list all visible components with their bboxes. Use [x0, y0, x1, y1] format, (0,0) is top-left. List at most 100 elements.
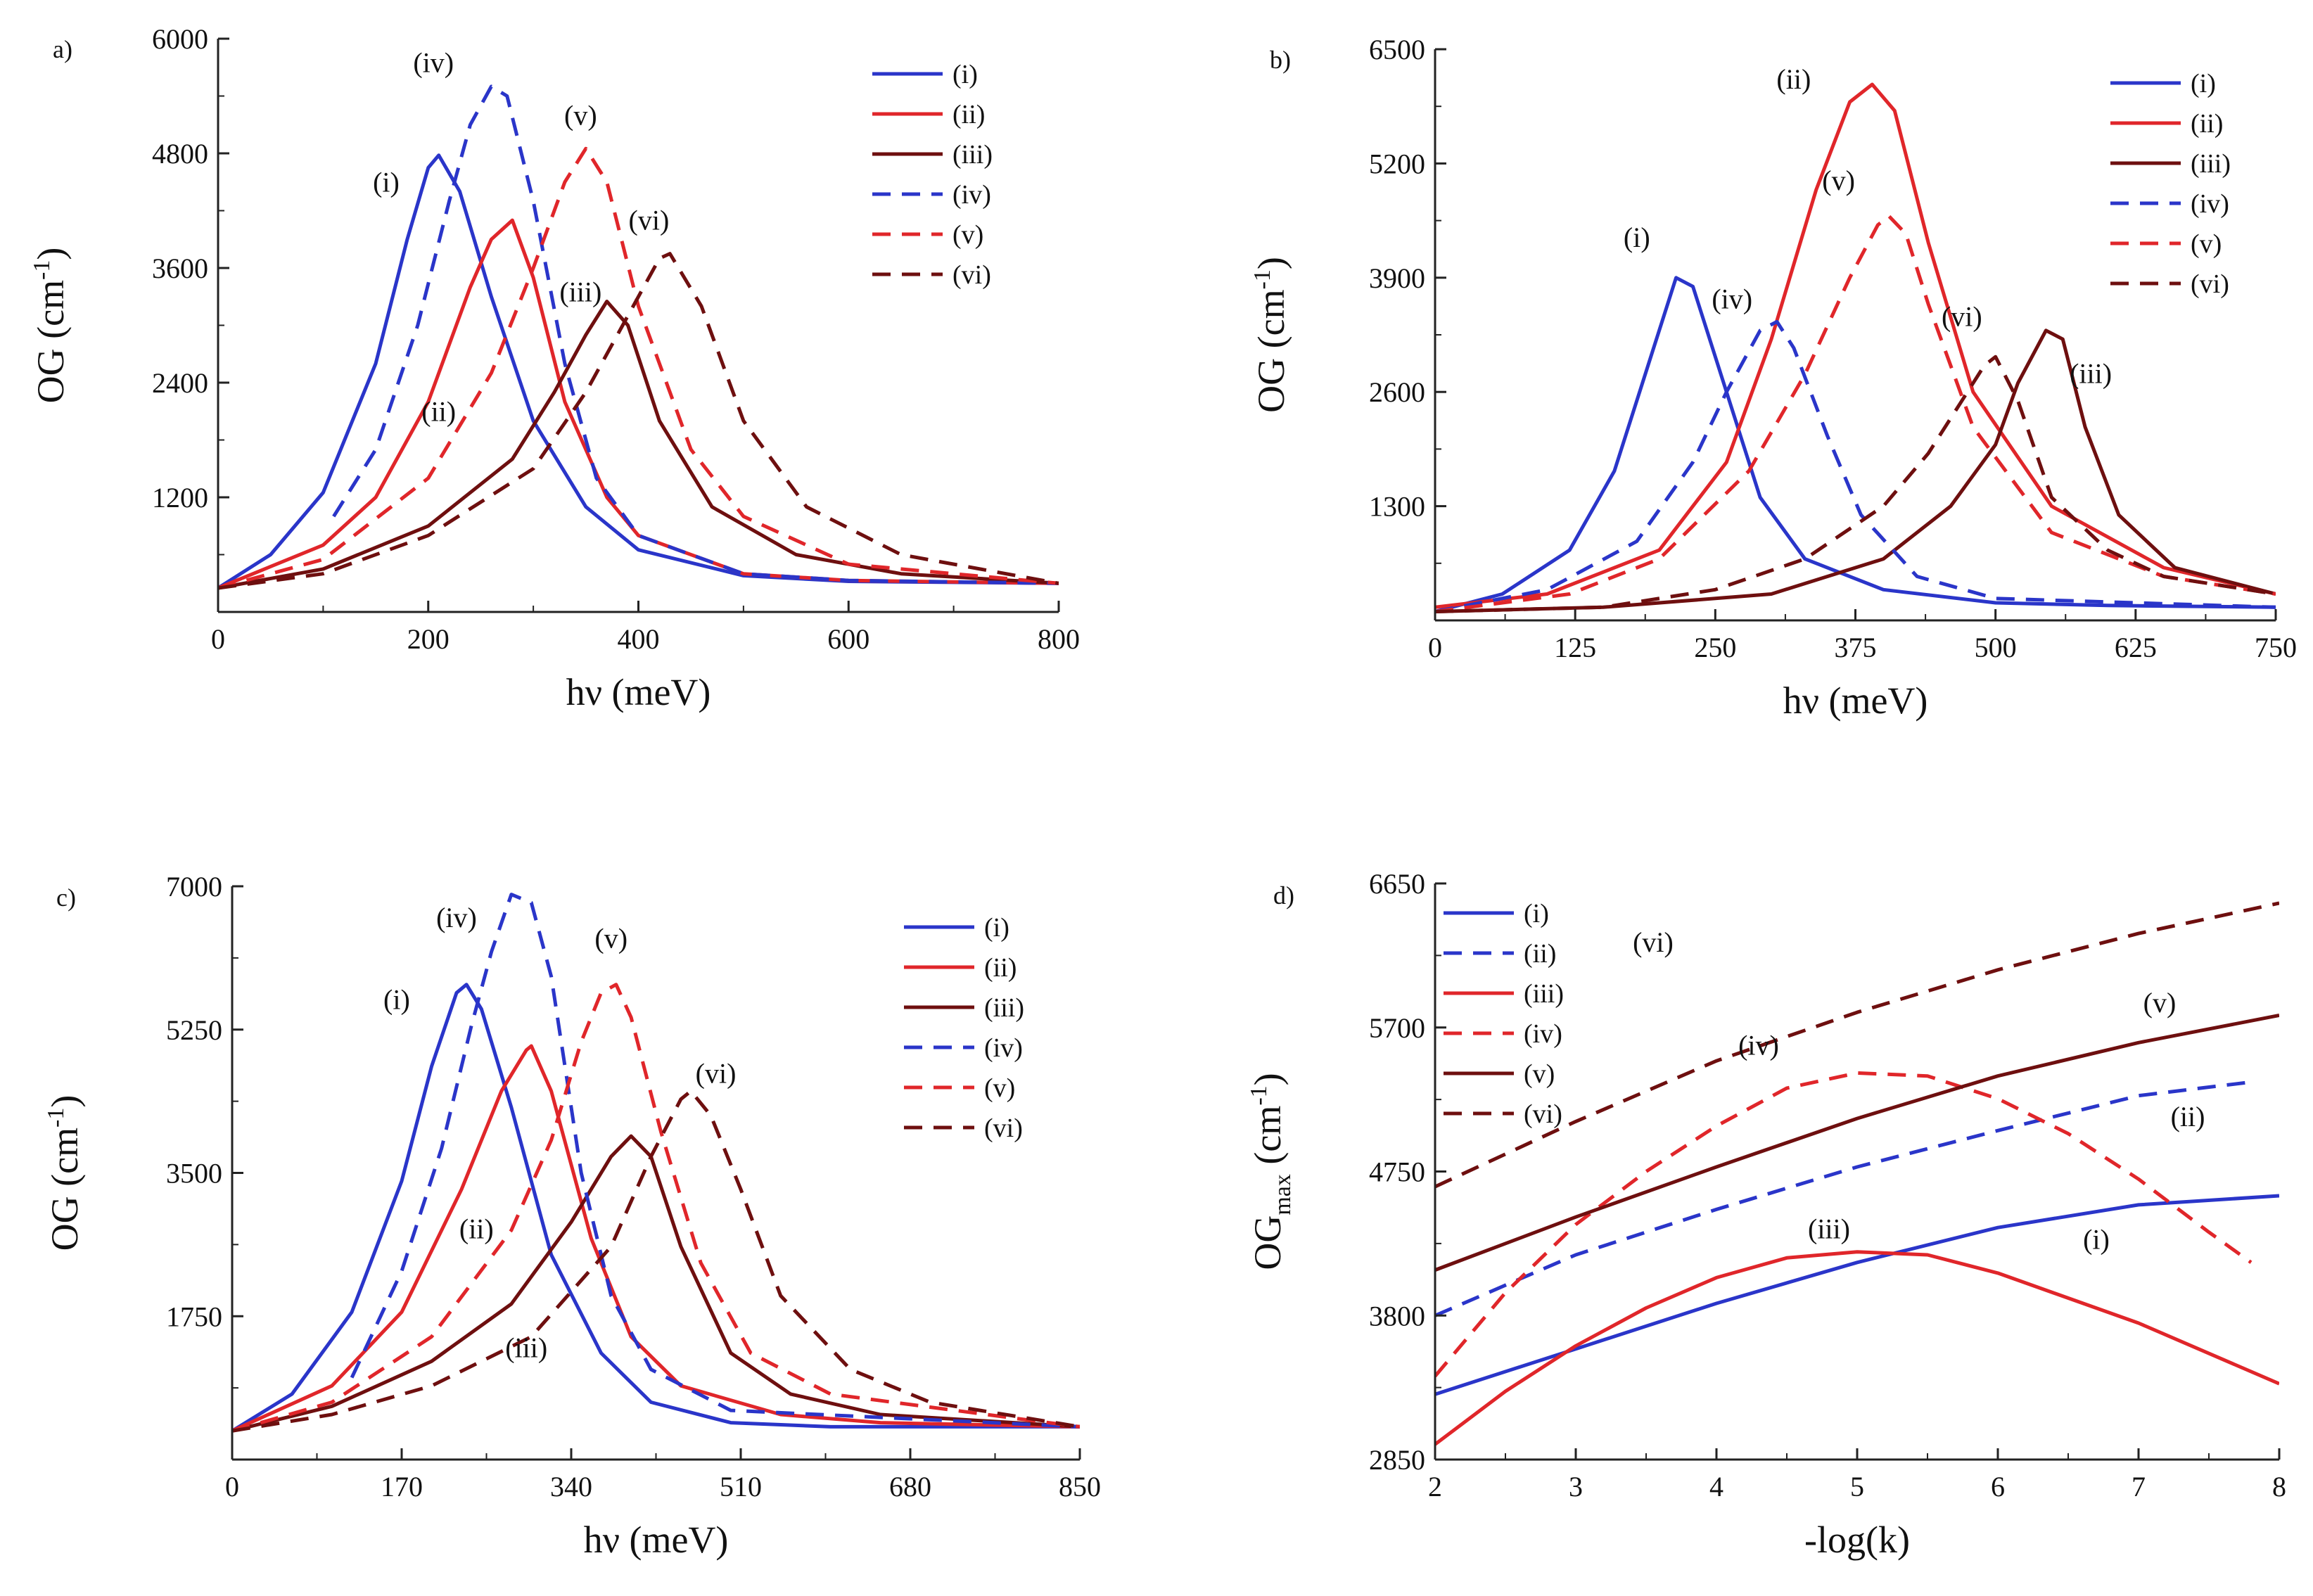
x-tick-label: 3 — [1569, 1471, 1583, 1502]
series-line-6 — [1435, 355, 2276, 613]
curve-annotation: (iii) — [1808, 1213, 1850, 1244]
legend-label: (iii) — [1524, 979, 1564, 1009]
x-tick-label: 600 — [827, 623, 869, 655]
x-tick-label: 510 — [720, 1471, 762, 1502]
y-tick-label: 3900 — [1369, 262, 1425, 294]
x-tick-label: 800 — [1038, 623, 1080, 655]
curve-annotation: (ii) — [421, 395, 456, 427]
x-tick-label: 125 — [1554, 632, 1596, 663]
y-tick-label: 5200 — [1369, 148, 1425, 179]
series-line-1 — [1435, 276, 2276, 613]
y-tick-label: 1750 — [166, 1301, 222, 1332]
y-tick-label: 2600 — [1369, 376, 1425, 408]
chart-panel-1: a) 1200 2400 3600 4800 6000 0 200 400 600 800 hν (m… — [29, 23, 1080, 713]
series-line-2 — [232, 1044, 1080, 1433]
y-axis-title-sup: -1 — [29, 260, 55, 280]
series-line-5 — [1435, 214, 2276, 613]
legend-label: (vi) — [952, 260, 991, 290]
legend-label: (vi) — [984, 1113, 1023, 1143]
y-axis-title-main: OG (cm — [44, 1128, 86, 1251]
series-line-3 — [1435, 1250, 2279, 1446]
series-line-6 — [232, 1089, 1080, 1433]
y-axis-title-unit: (cm — [1247, 1106, 1289, 1174]
series-line-5 — [1435, 1014, 2279, 1272]
series-line-6 — [218, 252, 1059, 590]
y-axis-title: OG (cm-1) — [43, 1095, 86, 1251]
panel-label: d) — [1273, 881, 1294, 909]
x-tick-label: 680 — [889, 1471, 931, 1502]
series-line-4 — [332, 84, 1059, 585]
x-axis-title: -log(k) — [1804, 1519, 1910, 1561]
series-line-3 — [232, 1134, 1080, 1433]
curve-annotation: (i) — [1624, 222, 1650, 253]
y-tick-label: 3800 — [1369, 1300, 1425, 1332]
curve-annotation: (vi) — [696, 1057, 737, 1089]
legend-label: (v) — [952, 220, 983, 250]
series-line-4 — [350, 893, 1080, 1429]
legend-label: (iii) — [2191, 149, 2231, 179]
x-tick-label: 250 — [1694, 632, 1736, 663]
y-tick-label: 1300 — [1369, 491, 1425, 523]
x-tick-label: 400 — [618, 623, 660, 655]
plot-area — [1435, 82, 2276, 613]
y-tick-label: 3600 — [152, 253, 208, 284]
legend-label: (iii) — [952, 140, 993, 170]
chart-panel-4: d) 2850 3800 4750 5700 6650 2 3 4 5 6 7 8 -log(k) OGma… — [1246, 868, 2286, 1561]
x-tick-label: 850 — [1059, 1471, 1101, 1502]
y-tick-label: 4750 — [1369, 1156, 1425, 1188]
x-tick-label: 200 — [407, 623, 450, 655]
y-tick-label: 5250 — [166, 1014, 222, 1046]
curve-annotation: (vi) — [1942, 301, 1982, 333]
curve-annotation: (iii) — [559, 276, 601, 308]
panel-label: a) — [53, 35, 72, 63]
panel-label: b) — [1270, 46, 1291, 74]
x-axis-title: hν (meV) — [584, 1519, 729, 1561]
legend-label: (iv) — [984, 1033, 1023, 1063]
legend-label: (iv) — [1524, 1019, 1562, 1049]
y-tick-label: 6500 — [1369, 34, 1425, 65]
legend-label: (i) — [952, 60, 978, 89]
legend-label: (iv) — [952, 180, 991, 210]
x-tick-label: 0 — [211, 623, 225, 655]
curve-annotation: (v) — [564, 99, 597, 131]
y-axis-title-main: OG (cm — [1250, 289, 1292, 412]
curve-annotation: (iv) — [1738, 1030, 1779, 1061]
curve-annotation: (iii) — [2070, 358, 2112, 390]
curve-annotation: (v) — [2143, 987, 2177, 1019]
x-tick-label: 170 — [381, 1471, 423, 1502]
x-tick-label: 0 — [1428, 632, 1442, 663]
y-axis-title-main: OG (cm — [30, 280, 72, 403]
y-tick-label: 4800 — [152, 138, 208, 170]
plot-area — [1435, 901, 2279, 1446]
y-tick-label: 7000 — [166, 871, 222, 902]
curve-annotation: (i) — [373, 166, 400, 198]
legend-label: (v) — [1524, 1059, 1555, 1089]
series-line-4 — [1435, 1071, 2253, 1378]
y-tick-label: 5700 — [1369, 1012, 1425, 1044]
x-tick-label: 340 — [550, 1471, 592, 1502]
series-line-1 — [1435, 1194, 2279, 1396]
panel-label: c) — [56, 883, 76, 912]
legend-label: (iv) — [2191, 189, 2229, 219]
y-axis-title: OGmax (cm-1) — [1246, 1073, 1296, 1270]
chart-panel-2: b) 1300 2600 3900 5200 6500 0 125 250 375 500 625 75… — [1249, 34, 2297, 722]
plot-area — [218, 84, 1059, 590]
series-line-1 — [218, 153, 1059, 590]
curve-annotation: (i) — [2083, 1223, 2110, 1255]
legend-label: (iii) — [984, 993, 1024, 1023]
y-axis-title-sub: max — [1270, 1174, 1296, 1215]
series-line-2 — [1435, 82, 2276, 609]
x-tick-label: 5 — [1850, 1471, 1864, 1502]
x-axis-title: hν (meV) — [1783, 679, 1928, 722]
x-tick-label: 4 — [1709, 1471, 1723, 1502]
y-axis-title-end: ) — [44, 1095, 86, 1108]
y-tick-label: 2400 — [152, 367, 208, 399]
y-axis-title-end: ) — [30, 248, 72, 260]
legend-label: (ii) — [1524, 939, 1556, 969]
y-axis-title-end: ) — [1250, 257, 1292, 269]
legend-label: (v) — [2191, 229, 2222, 259]
y-tick-label: 2850 — [1369, 1444, 1425, 1476]
chart-panel-3: c) 1750 3500 5250 7000 0 170 340 510 680 850 hν (me… — [43, 871, 1101, 1561]
x-tick-label: 625 — [2115, 632, 2157, 663]
